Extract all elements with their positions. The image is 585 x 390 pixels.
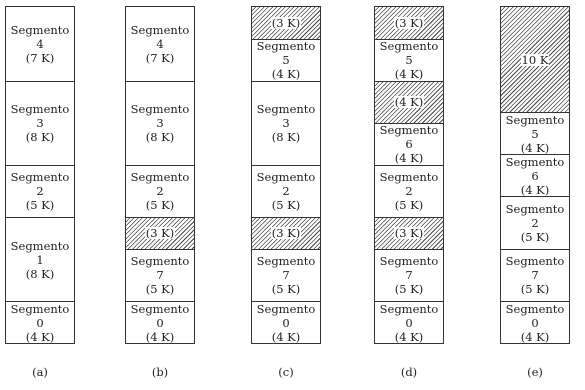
memory-segment: Segmento 5 (4 K) (252, 38, 320, 81)
segment-size: (5 K) (145, 198, 175, 213)
segment-size: (4 K) (520, 140, 550, 155)
memory-segment: Segmento 7 (5 K) (501, 248, 569, 302)
segment-name: Segmento 6 (505, 154, 565, 183)
segment-size: (4 K) (271, 67, 301, 81)
memory-segment: Segmento 2 (5 K) (252, 164, 320, 218)
segment-name: Segmento 2 (130, 170, 190, 199)
memory-segment: Segmento 0 (4 K) (375, 301, 443, 344)
segment-name: Segmento 3 (130, 102, 190, 130)
segment-name: Segmento 2 (256, 170, 316, 199)
free-hole: (4 K) (375, 80, 443, 123)
free-hole: (3 K) (126, 217, 194, 249)
segment-name: Segmento 6 (379, 123, 439, 151)
segment-name: Segmento 7 (379, 254, 439, 283)
segment-size: (5 K) (394, 282, 424, 297)
segment-size: (5 K) (520, 282, 550, 297)
segment-size: (5 K) (394, 198, 424, 213)
free-hole: (3 K) (252, 7, 320, 39)
hole-size: 10 K (520, 52, 550, 67)
segment-size: (5 K) (271, 282, 301, 297)
memory-segment: Segmento 5 (4 K) (501, 112, 569, 155)
segment-name: Segmento 1 (10, 238, 70, 267)
memory-segment: Segmento 3 (8 K) (126, 80, 194, 165)
hole-size: (3 K) (270, 15, 302, 30)
segment-size: (5 K) (145, 282, 175, 297)
free-hole: 10 K (501, 7, 569, 112)
segment-name: Segmento 7 (505, 254, 565, 283)
segment-name: Segmento 2 (505, 201, 565, 230)
segment-name: Segmento 5 (256, 39, 316, 67)
memory-segment: Segmento 2 (5 K) (375, 164, 443, 218)
memory-segment: Segmento 0 (4 K) (6, 301, 74, 344)
memory-column-b: Segmento 4 (7 K) Segmento 3 (8 K) Segmento 2… (125, 6, 195, 344)
segment-name: Segmento 3 (10, 102, 70, 130)
hole-size: (3 K) (393, 226, 425, 241)
segment-name: Segmento 4 (10, 22, 70, 51)
hole-size: (3 K) (270, 226, 302, 241)
memory-segment: Segmento 5 (4 K) (375, 38, 443, 81)
caption-b: (b) (151, 365, 169, 379)
memory-segment: Segmento 0 (4 K) (252, 301, 320, 344)
segment-name: Segmento 7 (130, 254, 190, 283)
segment-size: (4 K) (145, 329, 175, 344)
segment-size: (4 K) (520, 329, 550, 344)
memory-segment: Segmento 2 (5 K) (501, 196, 569, 249)
memory-segment: Segmento 6 (4 K) (375, 122, 443, 165)
memory-column-c: (3 K) Segmento 5 (4 K) Segmento 3 (8 K) Segme… (251, 6, 321, 344)
memory-segment: Segmento 0 (4 K) (501, 301, 569, 344)
segment-size: (5 K) (271, 198, 301, 213)
memory-segment: Segmento 1 (8 K) (6, 217, 74, 301)
segment-name: Segmento 0 (130, 301, 190, 330)
segment-name: Segmento 0 (10, 301, 70, 330)
memory-segment: Segmento 3 (8 K) (6, 80, 74, 165)
memory-segment: Segmento 3 (8 K) (252, 80, 320, 165)
segment-size: (8 K) (145, 130, 175, 144)
segment-size: (8 K) (25, 130, 55, 144)
segment-size: (4 K) (271, 329, 301, 344)
memory-segment: Segmento 6 (4 K) (501, 154, 569, 197)
memory-column-a: Segmento 4 (7 K) Segmento 3 (8 K) Segmento 2… (5, 6, 75, 344)
segment-size: (5 K) (520, 229, 550, 244)
memory-segment: Segmento 2 (5 K) (126, 164, 194, 218)
memory-segment: Segmento 4 (7 K) (6, 7, 74, 81)
memory-segment: Segmento 7 (5 K) (375, 248, 443, 302)
segment-size: (7 K) (25, 50, 55, 65)
memory-segment: Segmento 4 (7 K) (126, 7, 194, 81)
segment-size: (4 K) (520, 182, 550, 197)
caption-d: (d) (400, 365, 418, 379)
segment-size: (4 K) (394, 151, 424, 165)
segment-name: Segmento 3 (256, 102, 316, 130)
segment-name: Segmento 4 (130, 22, 190, 51)
segment-name: Segmento 2 (10, 170, 70, 199)
free-hole: (3 K) (252, 217, 320, 249)
free-hole: (3 K) (375, 217, 443, 249)
memory-column-e: 10 K Segmento 5 (4 K) Segmento 6 (4 K) Segmen… (500, 6, 570, 344)
segment-size: (8 K) (271, 130, 301, 144)
memory-segment: Segmento 0 (4 K) (126, 301, 194, 344)
hole-size: (3 K) (144, 226, 176, 241)
free-hole: (3 K) (375, 7, 443, 39)
caption-a: (a) (32, 365, 48, 379)
caption-e: (e) (527, 365, 543, 379)
segment-size: (4 K) (394, 329, 424, 344)
memory-segment: Segmento 7 (5 K) (126, 248, 194, 302)
segment-name: Segmento 7 (256, 254, 316, 283)
segment-name: Segmento 0 (505, 301, 565, 330)
memory-column-d: (3 K) Segmento 5 (4 K) (4 K) Segmento 6 (4 K)… (374, 6, 444, 344)
segment-size: (4 K) (25, 329, 55, 344)
segment-size: (8 K) (25, 266, 55, 281)
segment-name: Segmento 5 (505, 112, 565, 141)
segment-size: (7 K) (145, 50, 175, 65)
segment-name: Segmento 2 (379, 170, 439, 199)
memory-segment: Segmento 2 (5 K) (6, 164, 74, 218)
memory-segment: Segmento 7 (5 K) (252, 248, 320, 302)
caption-c: (c) (278, 365, 294, 379)
hole-size: (4 K) (393, 95, 425, 109)
segment-size: (5 K) (25, 198, 55, 213)
segment-size: (4 K) (394, 67, 424, 81)
hole-size: (3 K) (393, 15, 425, 30)
segment-name: Segmento 5 (379, 39, 439, 67)
segment-name: Segmento 0 (379, 301, 439, 330)
segment-name: Segmento 0 (256, 301, 316, 330)
